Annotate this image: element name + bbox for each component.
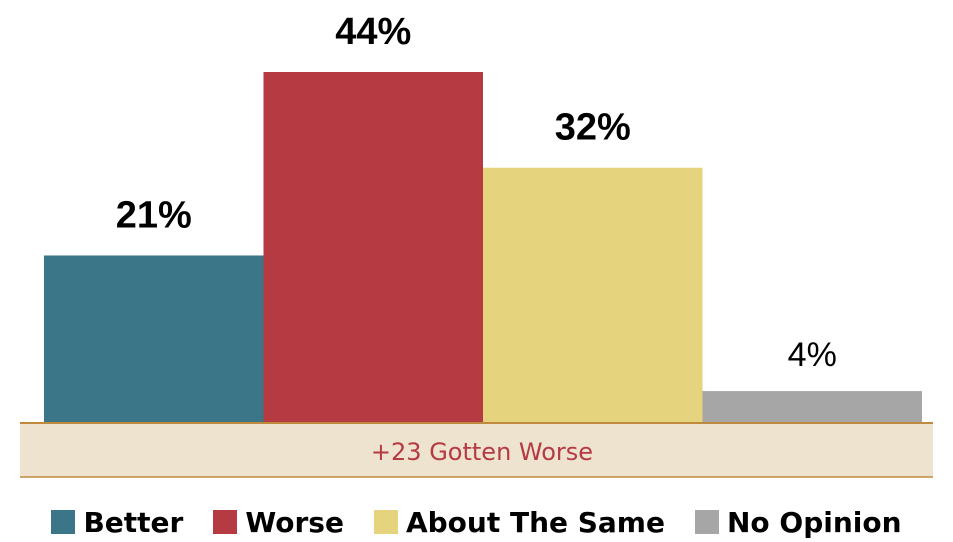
data-label-better: 21%	[116, 194, 192, 236]
legend-swatch-no-opinion	[694, 510, 719, 534]
callout-banner: +23 Gotten Worse	[20, 422, 933, 478]
data-labels: 21% 44% 32% 4%	[116, 11, 837, 374]
legend-label-about-the-same: About The Same	[405, 505, 665, 539]
bar-no-opinion	[702, 391, 922, 423]
bar-chart: 21% 44% 32% 4% +23 Gotten Worse	[20, 11, 933, 478]
legend-item-better: Better	[51, 506, 183, 539]
legend-item-no-opinion: No Opinion	[694, 505, 902, 539]
legend-label-better: Better	[83, 505, 184, 539]
data-label-about-the-same: 32%	[555, 107, 631, 149]
legend-swatch-worse	[213, 510, 238, 534]
data-label-worse: 44%	[335, 11, 411, 53]
data-label-no-opinion: 4%	[788, 336, 837, 374]
legend-item-worse: Worse	[213, 506, 344, 539]
legend-item-about-the-same: About The Same	[373, 505, 665, 539]
callout-text: +23 Gotten Worse	[371, 438, 593, 466]
bars	[44, 72, 922, 423]
callout-background	[20, 423, 933, 477]
bar-better	[44, 255, 264, 423]
legend: Better Worse About The Same No Opinion	[0, 502, 953, 542]
legend-swatch-about-the-same	[373, 510, 398, 534]
legend-swatch-better	[51, 510, 76, 534]
bar-about-the-same	[483, 167, 703, 423]
bar-worse	[263, 72, 483, 423]
legend-label-worse: Worse	[245, 505, 344, 539]
legend-label-no-opinion: No Opinion	[726, 505, 902, 539]
